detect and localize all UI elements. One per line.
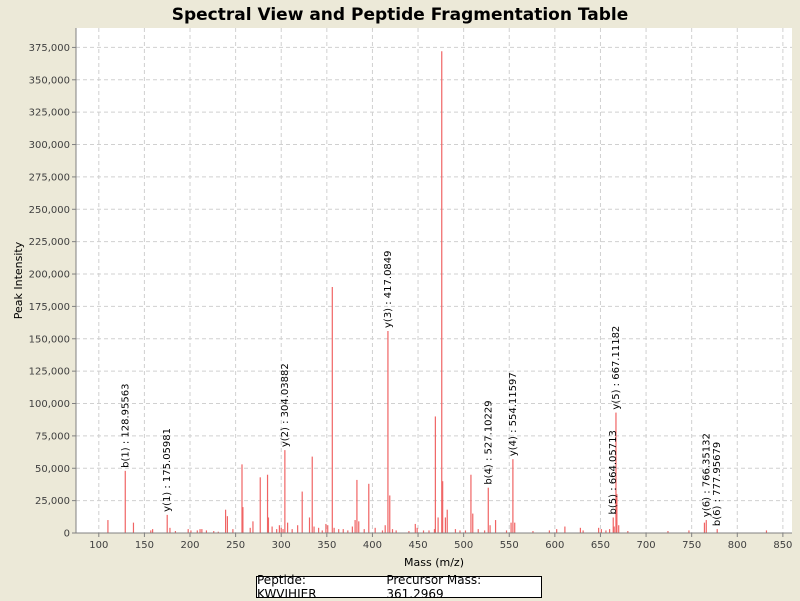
peak-annotation: b(5) : 664.05713	[608, 430, 619, 514]
y-tick-label: 75,000	[35, 431, 70, 442]
x-tick-label: 350	[317, 540, 336, 551]
x-tick-label: 150	[135, 540, 154, 551]
legend-box: Peptide: KWVIHIER Precursor Mass: 361.29…	[256, 573, 542, 601]
y-tick-label: 350,000	[29, 75, 70, 86]
x-tick-label: 550	[500, 540, 519, 551]
peak-annotation: y(4) : 554.11597	[508, 372, 519, 456]
y-tick-label: 200,000	[29, 270, 70, 281]
x-tick-label: 400	[363, 540, 382, 551]
y-tick-label: 100,000	[29, 399, 70, 410]
legend-peptide: Peptide: KWVIHIER	[257, 573, 317, 601]
y-axis-label: Peak Intensity	[12, 241, 25, 319]
x-tick-label: 800	[728, 540, 747, 551]
x-tick-label: 200	[180, 540, 199, 551]
y-tick-label: 250,000	[29, 205, 70, 216]
y-tick-label: 225,000	[29, 237, 70, 248]
y-tick-label: 0	[64, 529, 70, 540]
peak-annotation: y(1) : 175.05981	[162, 428, 173, 512]
x-tick-label: 700	[637, 540, 656, 551]
peak-annotation: y(2) : 304.03882	[280, 363, 291, 447]
x-tick-label: 850	[773, 540, 792, 551]
y-tick-label: 125,000	[29, 367, 70, 378]
y-tick-label: 375,000	[29, 43, 70, 54]
x-tick-label: 100	[89, 540, 108, 551]
peak-annotation: y(5) : 667.11182	[611, 326, 622, 410]
y-tick-label: 275,000	[29, 172, 70, 183]
peak-annotation: b(6) : 777.95679	[712, 442, 723, 526]
legend-precursor: Precursor Mass: 361.2969	[386, 573, 482, 601]
y-tick-label: 25,000	[35, 496, 70, 507]
peak-annotation: b(4) : 527.10229	[483, 400, 494, 484]
peak-annotation: y(3) : 417.0849	[383, 250, 394, 328]
peak-annotation: y(6) : 766.35132	[701, 433, 712, 517]
y-tick-label: 325,000	[29, 108, 70, 119]
x-tick-label: 650	[591, 540, 610, 551]
x-tick-label: 600	[545, 540, 564, 551]
y-tick-label: 150,000	[29, 334, 70, 345]
x-tick-label: 300	[272, 540, 291, 551]
x-tick-label: 450	[408, 540, 427, 551]
chart-title: Spectral View and Peptide Fragmentation …	[172, 5, 629, 25]
x-tick-label: 750	[682, 540, 701, 551]
y-tick-label: 50,000	[35, 464, 70, 475]
peak-annotation: b(1) : 128.95563	[120, 384, 131, 468]
x-tick-label: 500	[454, 540, 473, 551]
plot-area	[76, 28, 792, 533]
x-tick-label: 250	[226, 540, 245, 551]
y-tick-label: 300,000	[29, 140, 70, 151]
y-tick-label: 175,000	[29, 302, 70, 313]
x-axis-label: Mass (m/z)	[404, 556, 464, 569]
